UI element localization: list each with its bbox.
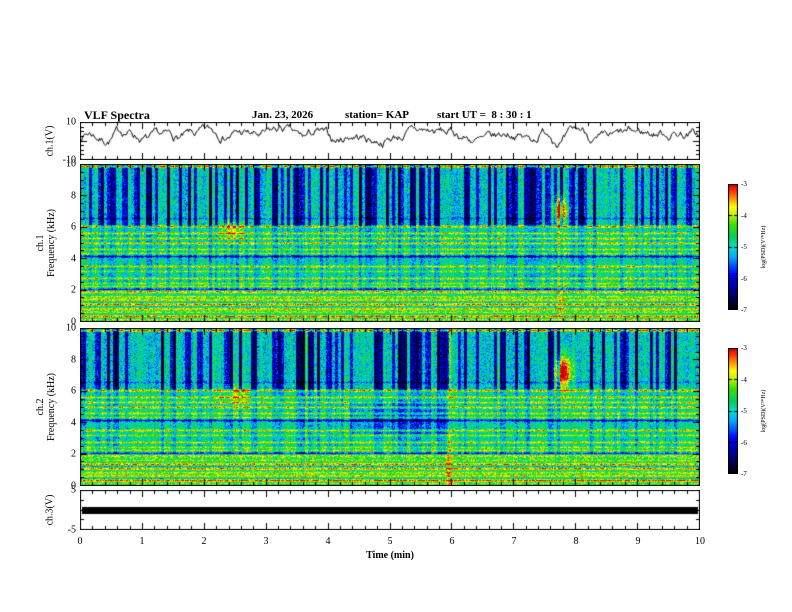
colorbar-tick-label: -5: [741, 407, 747, 415]
frequency-tick-label: 6: [71, 385, 76, 397]
ch3-voltage-tick-label: -5: [67, 524, 76, 536]
ch2-axis-line2: Frequency (kHz): [46, 372, 57, 442]
start-ut-label: start UT = 8 : 30 : 1: [437, 109, 532, 121]
frequency-tick-label: 10: [66, 322, 76, 334]
colorbar-tick-label: -5: [741, 243, 747, 251]
colorbar-tick-label: -6: [741, 438, 747, 447]
time-tick-label: 5: [387, 536, 393, 547]
time-tick-label: 8: [573, 536, 579, 547]
colorbar-tick-label: -6: [741, 274, 747, 283]
time-axis-label: Time (min): [366, 550, 414, 561]
colorbar2-axis-label: log(PSD)(V²*Hz): [761, 389, 767, 433]
ch1-voltage-tick-label: -10: [62, 154, 76, 166]
frequency-tick-label: 10: [66, 158, 76, 170]
frequency-tick-label: 8: [71, 354, 76, 366]
colorbar-tick-label: -3: [741, 180, 747, 188]
colorbar-tick-label: -7: [741, 306, 747, 314]
colorbar-tick-label: -4: [741, 375, 747, 384]
time-tick-label: 2: [201, 536, 207, 547]
time-tick-label: 6: [449, 536, 455, 547]
colorbar-tick-label: -4: [741, 211, 747, 220]
colorbar1-canvas: [728, 184, 738, 310]
ch3-voltage-tick-label: 5: [71, 484, 76, 496]
colorbar1-axis-label: log(PSD)(V²*Hz): [761, 225, 767, 269]
date-label: Jan. 23, 2026: [252, 109, 314, 121]
colorbar2-canvas: [728, 348, 738, 474]
frequency-tick-label: 8: [71, 190, 76, 202]
ch2-spectrogram-canvas: [80, 328, 700, 486]
frequency-tick-label: 0: [71, 480, 76, 492]
ch1-frequency-axis-label: ch.1 Frequency (kHz): [35, 209, 57, 277]
time-tick-label: 0: [77, 536, 83, 547]
time-tick-label: 1: [139, 536, 145, 547]
ch1-spectrogram-canvas: [80, 164, 700, 322]
ch3-voltage-axis-label: ch.3(V): [44, 494, 56, 526]
ch3-waveform-canvas: [80, 490, 700, 530]
frequency-tick-label: 2: [71, 448, 76, 460]
ch1-axis-line2: Frequency (kHz): [46, 208, 57, 278]
time-tick-label: 7: [511, 536, 517, 547]
time-tick-label: 4: [325, 536, 331, 547]
frequency-tick-label: 6: [71, 221, 76, 233]
page-title: VLF Spectra: [84, 108, 150, 122]
time-tick-label: 10: [695, 536, 705, 547]
ch2-axis-line1: ch.2: [35, 398, 46, 416]
ch1-voltage-tick-label: 10: [66, 116, 76, 128]
frequency-tick-label: 4: [71, 253, 76, 265]
ch1-axis-line1: ch.1: [35, 234, 46, 252]
frequency-tick-label: 4: [71, 417, 76, 429]
frequency-tick-label: 0: [71, 316, 76, 328]
colorbar-tick-label: -7: [741, 470, 747, 478]
ch2-frequency-axis-label: ch.2 Frequency (kHz): [35, 373, 57, 441]
colorbar-tick-label: -3: [741, 344, 747, 352]
station-label: station= KAP: [345, 109, 410, 121]
ch1-voltage-axis-label: ch.1(V): [44, 125, 56, 157]
ch1-waveform-canvas: [80, 122, 700, 160]
time-tick-label: 3: [263, 536, 269, 547]
frequency-tick-label: 2: [71, 284, 76, 296]
time-tick-label: 9: [635, 536, 641, 547]
